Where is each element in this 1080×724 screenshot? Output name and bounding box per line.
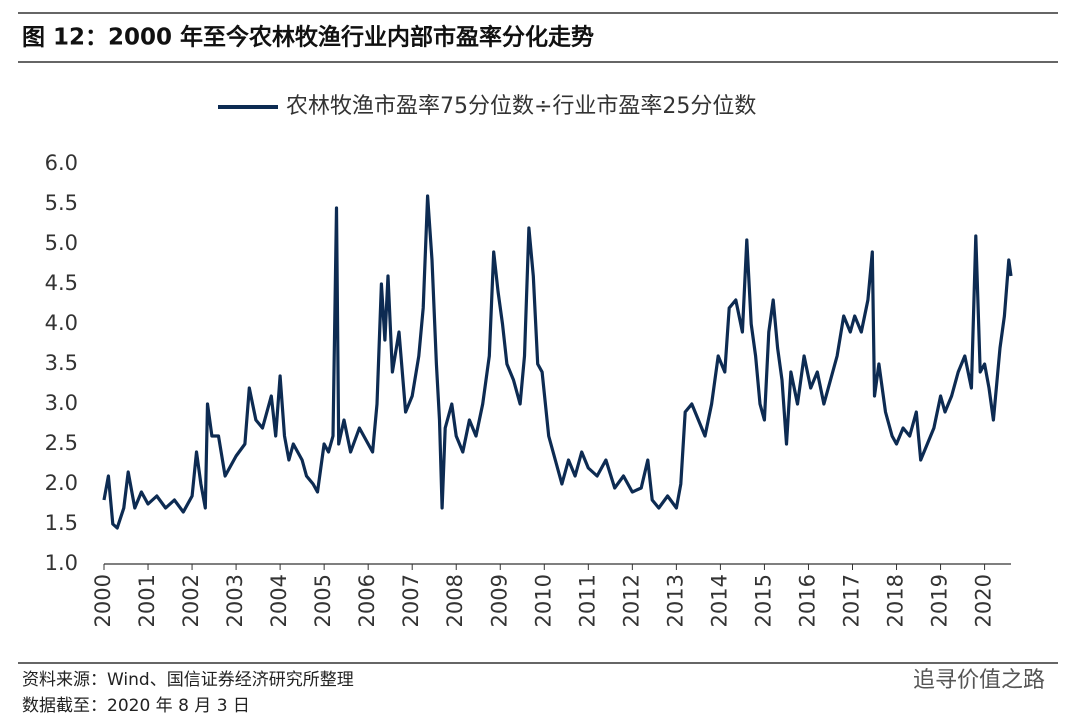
x-tick-label: 2015 (751, 574, 775, 627)
source-note: 资料来源：Wind、国信证券经济研究所整理 (22, 670, 354, 690)
chart-title: 图 12：2000 年至今农林牧渔行业内部市盈率分化走势 (22, 24, 594, 51)
y-tick-label: 4.0 (45, 311, 78, 335)
x-tick-label: 2000 (91, 574, 115, 627)
y-tick-label: 5.0 (45, 231, 78, 255)
x-tick-label: 2009 (487, 574, 511, 627)
x-tick-label: 2011 (575, 574, 599, 627)
x-tick-label: 2008 (443, 574, 467, 627)
watermark: 追寻价值之路 (913, 668, 1045, 693)
x-tick-label: 2012 (619, 574, 643, 627)
y-tick-label: 5.5 (45, 191, 78, 215)
x-tick-label: 2010 (531, 574, 555, 627)
series-line (102, 194, 1013, 530)
y-tick-label: 2.0 (45, 471, 78, 495)
y-tick-label: 3.0 (45, 391, 78, 415)
x-tick-label: 2002 (179, 574, 203, 627)
x-tick-label: 2005 (311, 574, 335, 627)
y-tick-label: 2.5 (45, 431, 78, 455)
x-tick-label: 2016 (795, 574, 819, 627)
y-tick-label: 6.0 (45, 151, 78, 175)
x-tick-label: 2004 (267, 574, 291, 627)
date-note: 数据截至：2020 年 8 月 3 日 (22, 696, 250, 716)
x-tick-label: 2019 (928, 574, 952, 627)
y-tick-label: 4.5 (45, 271, 78, 295)
x-tick-label: 2006 (355, 574, 379, 627)
y-tick-label: 1.0 (45, 551, 78, 575)
x-tick-label: 2018 (884, 574, 908, 627)
y-tick-label: 3.5 (45, 351, 78, 375)
x-tick-label: 2014 (707, 574, 731, 627)
legend-label: 农林牧渔市盈率75分位数÷行业市盈率25分位数 (286, 94, 756, 119)
x-tick-label: 2013 (663, 574, 687, 627)
y-tick-label: 1.5 (45, 511, 78, 535)
x-tick-label: 2001 (135, 574, 159, 627)
x-tick-label: 2003 (223, 574, 247, 627)
x-tick-label: 2020 (972, 574, 996, 627)
x-tick-label: 2017 (839, 574, 863, 627)
x-tick-label: 2007 (399, 574, 423, 627)
